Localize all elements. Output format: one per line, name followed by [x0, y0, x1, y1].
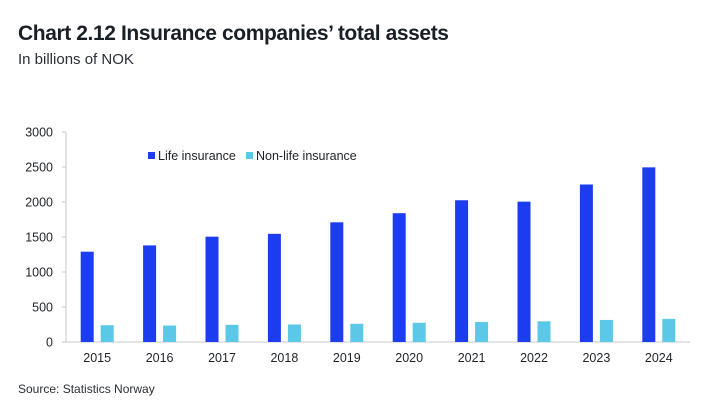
- y-tick-label: 1500: [25, 231, 53, 245]
- bar-non-life-2018: [287, 324, 301, 342]
- bar-non-life-2024: [662, 318, 676, 342]
- bar-non-life-2020: [412, 322, 426, 342]
- bars: [80, 167, 676, 342]
- x-tick-label: 2020: [395, 351, 423, 365]
- y-tick-label: 2000: [25, 196, 53, 210]
- bar-life-2017: [205, 236, 219, 342]
- y-tick-label: 500: [32, 301, 53, 315]
- x-axis: 2015 2016 2017 2018 2019 2020 2021 2022 2023 2024: [66, 341, 690, 365]
- bar-life-2020: [392, 213, 406, 342]
- legend-swatch: [246, 152, 253, 159]
- bar-non-life-2016: [163, 325, 177, 342]
- legend: Life insurance Non-life insurance: [148, 149, 357, 163]
- legend-label: Life insurance: [158, 149, 236, 163]
- bar-life-2015: [80, 251, 94, 342]
- x-tick-label: 2015: [83, 351, 111, 365]
- bar-life-2019: [330, 222, 344, 342]
- bar-non-life-2023: [599, 319, 613, 342]
- x-tick-label: 2021: [458, 351, 486, 365]
- y-axis: 0 500 1000 1500 2000 2500 3000: [25, 126, 67, 350]
- bar-non-life-2017: [225, 324, 239, 342]
- bar-non-life-2019: [350, 323, 364, 342]
- y-tick-label: 3000: [25, 126, 53, 140]
- x-tick-label: 2023: [582, 351, 610, 365]
- chart-title: Chart 2.12 Insurance companies’ total as…: [18, 22, 449, 45]
- bar-life-2023: [579, 184, 593, 342]
- legend-label: Non-life insurance: [256, 149, 357, 163]
- x-tick-label: 2016: [146, 351, 174, 365]
- y-tick-label: 0: [46, 336, 53, 350]
- y-tick-label: 2500: [25, 161, 53, 175]
- bar-non-life-2022: [537, 321, 551, 342]
- y-tick-label: 1000: [25, 266, 53, 280]
- bar-life-2024: [642, 167, 656, 342]
- bar-life-2021: [455, 200, 469, 342]
- x-tick-label: 2024: [645, 351, 673, 365]
- x-tick-label: 2022: [520, 351, 548, 365]
- bar-life-2022: [517, 201, 531, 342]
- bar-non-life-2021: [475, 322, 489, 342]
- x-tick-label: 2018: [270, 351, 298, 365]
- bar-life-2016: [143, 245, 157, 342]
- chart-subtitle: In billions of NOK: [18, 51, 134, 68]
- x-tick-label: 2017: [208, 351, 236, 365]
- chart-source: Source: Statistics Norway: [18, 382, 155, 396]
- bar-non-life-2015: [100, 325, 114, 342]
- x-tick-label: 2019: [333, 351, 361, 365]
- bar-life-2018: [267, 233, 281, 342]
- legend-swatch: [148, 152, 155, 159]
